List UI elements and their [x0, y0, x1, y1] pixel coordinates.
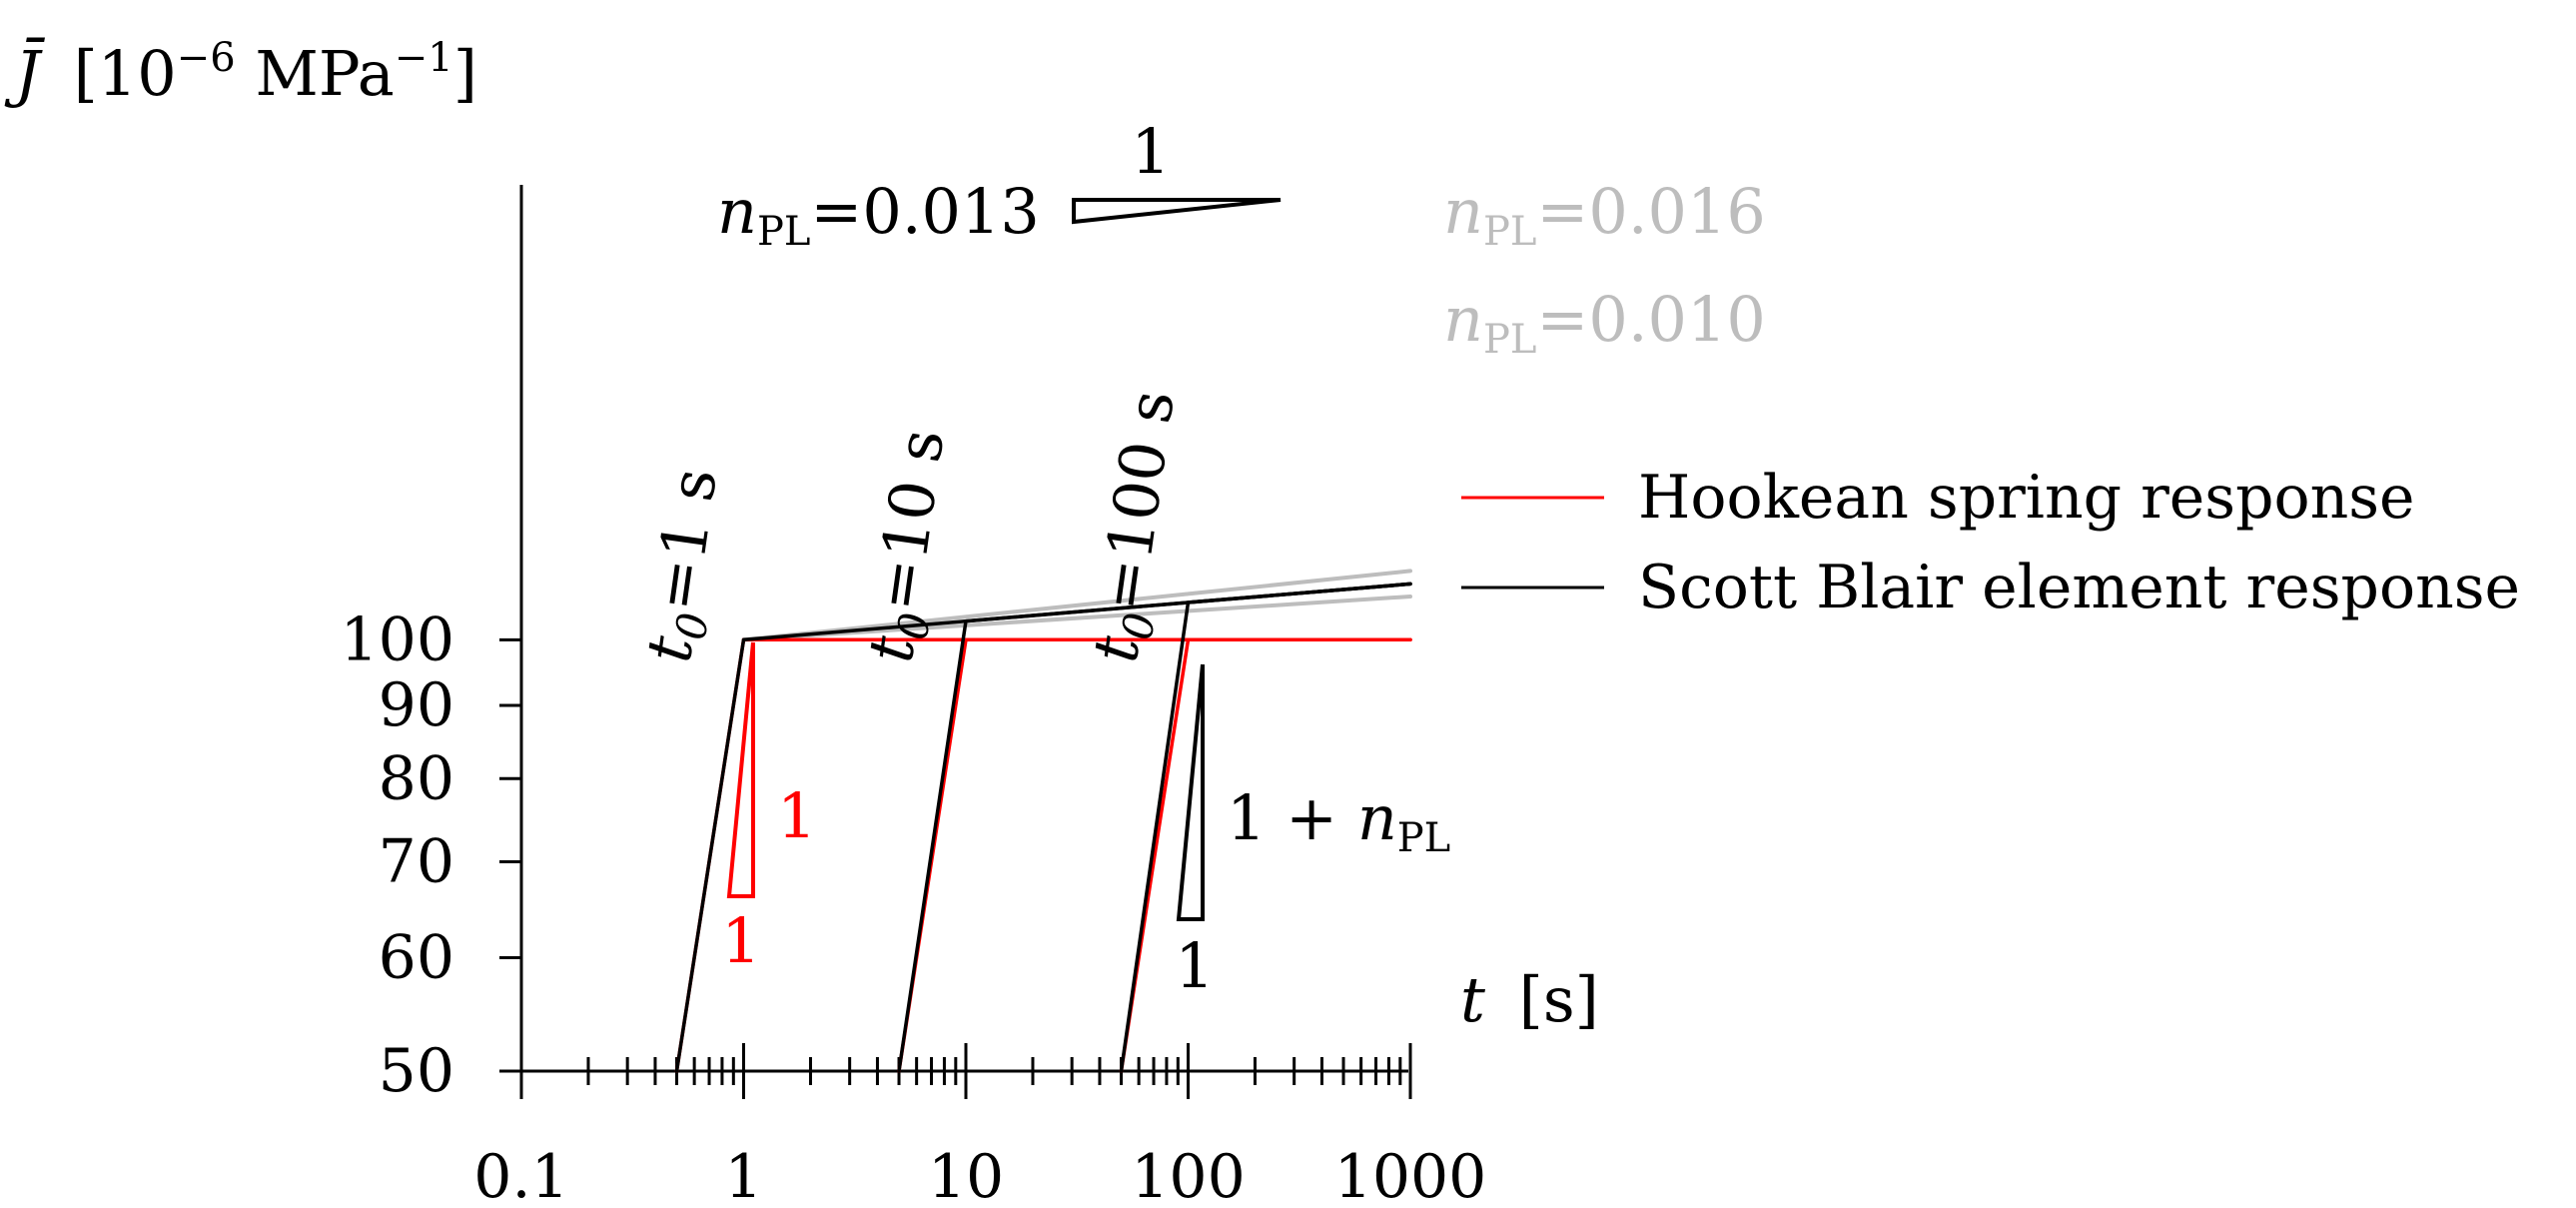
curve-label-npl-0010: nPL=0.010 — [1443, 283, 1766, 363]
curve-label-npl-0016: nPL=0.016 — [1443, 175, 1766, 255]
series-line-6 — [741, 569, 1412, 642]
x-ticks: 0.1 1 10 100 1000 — [473, 1043, 1486, 1208]
x-tick-label: 100 — [1131, 1142, 1246, 1208]
y-tick-label: 60 — [379, 922, 454, 992]
slope-triangle-black-horizontal-label: 1 — [1175, 929, 1214, 1002]
slope-triangle-red-horizontal-label: 1 — [721, 904, 760, 977]
slope-triangle-red-vertical-label: 1 — [777, 779, 816, 852]
x-tick-label: 1000 — [1334, 1142, 1487, 1208]
series-line-2 — [1119, 637, 1412, 1073]
curve-label-npl-0013: nPL=0.013 — [717, 175, 1040, 255]
t0-100-label: t0=100 s — [1079, 386, 1196, 667]
series-line-7 — [741, 595, 1412, 642]
slope-triangle-red — [726, 641, 755, 898]
slope-triangle-top-label: 1 — [1131, 115, 1170, 188]
slope-triangle-top — [1072, 198, 1282, 225]
y-tick-label: 50 — [379, 1036, 454, 1106]
slope-triangle-black-vertical-label: 1 + nPL — [1227, 781, 1450, 861]
x-tick-label: 1 — [724, 1142, 762, 1208]
t0-1-label: t0=1 s — [632, 464, 738, 667]
legend: Hookean spring response Scott Blair elem… — [1461, 463, 2520, 622]
legend-label-hookean: Hookean spring response — [1638, 463, 2415, 533]
x-tick-label: 0.1 — [473, 1142, 568, 1208]
y-tick-label: 100 — [340, 604, 454, 674]
series-line-0 — [674, 637, 1412, 1073]
series-layer — [674, 569, 1412, 1073]
legend-label-scott-blair: Scott Blair element response — [1638, 553, 2520, 622]
y-tick-label: 80 — [379, 743, 454, 813]
y-tick-label: 90 — [379, 670, 454, 740]
slope-triangle-black — [1176, 663, 1205, 921]
series-line-5 — [1119, 582, 1412, 1073]
y-axis-label: J̄ [10−6 MPa−1] — [4, 35, 477, 110]
x-tick-label: 10 — [928, 1142, 1004, 1208]
y-tick-label: 70 — [379, 826, 454, 896]
x-axis-label: t [s] — [1460, 963, 1599, 1036]
